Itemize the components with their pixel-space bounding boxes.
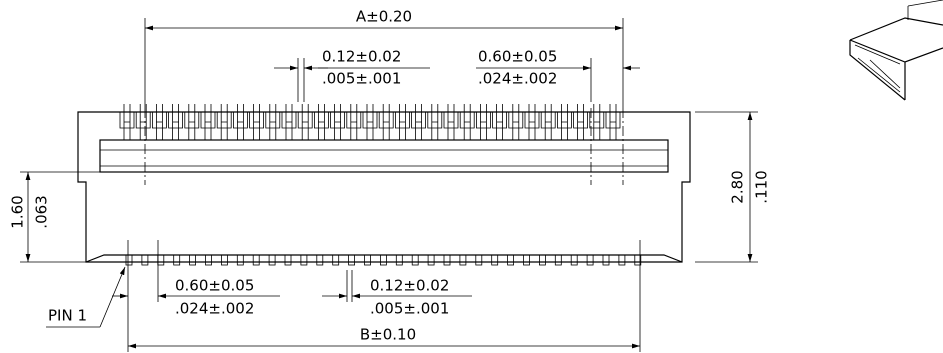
pin bbox=[281, 104, 297, 140]
pin bbox=[524, 104, 540, 140]
pin bbox=[332, 254, 340, 266]
pin bbox=[411, 104, 426, 140]
pin bbox=[173, 254, 181, 266]
pin bbox=[200, 104, 216, 140]
pin bbox=[236, 254, 244, 266]
pin bbox=[589, 104, 605, 140]
pin bbox=[125, 254, 133, 266]
dimension-top-pin-width: 0.12±0.02 .005±.001 bbox=[274, 48, 430, 102]
dim-label: .024±.002 bbox=[478, 70, 557, 88]
pin bbox=[459, 104, 475, 140]
pin bbox=[141, 254, 149, 266]
pin bbox=[508, 104, 524, 140]
pin-label: PIN 1 bbox=[48, 307, 87, 325]
dimension-a: A±0.20 bbox=[144, 8, 624, 185]
pin bbox=[189, 254, 197, 266]
pin bbox=[570, 254, 578, 266]
dimension-bottom-pin-width: 0.12±0.02 .005±.001 bbox=[322, 270, 472, 318]
pin bbox=[135, 104, 151, 140]
dim-label: .063 bbox=[33, 195, 51, 228]
pin bbox=[330, 104, 345, 140]
pin bbox=[557, 104, 572, 140]
pin bbox=[268, 254, 276, 266]
pin bbox=[152, 104, 167, 140]
pin bbox=[364, 254, 371, 266]
dim-label: A±0.20 bbox=[356, 8, 412, 26]
dim-label: B±0.10 bbox=[360, 326, 416, 344]
pin bbox=[395, 104, 410, 140]
pin bbox=[233, 104, 248, 140]
pin bbox=[427, 254, 435, 266]
pin bbox=[252, 254, 260, 266]
dimension-top-pitch: 0.60±0.05 .024±.002 bbox=[476, 48, 640, 185]
pin bbox=[205, 254, 212, 266]
pin bbox=[602, 254, 610, 266]
pin bbox=[220, 254, 228, 266]
pin bbox=[119, 104, 135, 140]
pin bbox=[300, 254, 308, 266]
pin bbox=[573, 104, 588, 140]
pin bbox=[443, 254, 451, 266]
dim-label: 2.80 bbox=[729, 170, 747, 203]
pin bbox=[379, 254, 387, 266]
pin bbox=[314, 104, 329, 140]
dim-label: 0.12±0.02 bbox=[370, 277, 449, 295]
pin bbox=[316, 254, 324, 266]
pin bbox=[216, 104, 232, 140]
pin bbox=[492, 104, 507, 140]
pin bbox=[157, 254, 165, 266]
pin bbox=[284, 254, 292, 266]
dim-label: .110 bbox=[753, 170, 771, 203]
pin bbox=[378, 104, 394, 140]
pin bbox=[476, 104, 491, 140]
pin bbox=[184, 104, 200, 140]
pin bbox=[475, 254, 483, 266]
connector-3d-view bbox=[849, 0, 943, 101]
pin bbox=[554, 254, 562, 266]
dimension-height: 2.80 .110 bbox=[695, 111, 771, 263]
pin bbox=[523, 254, 530, 266]
pin bbox=[605, 104, 621, 140]
pin bbox=[346, 104, 362, 140]
dim-label: 0.60±0.05 bbox=[175, 277, 254, 295]
pins bbox=[119, 104, 642, 266]
dim-label: 1.60 bbox=[9, 195, 27, 228]
pin bbox=[491, 254, 499, 266]
pin bbox=[459, 254, 467, 266]
pin bbox=[348, 254, 356, 266]
dim-label: .024±.002 bbox=[175, 300, 254, 318]
pin bbox=[540, 104, 556, 140]
pin-1-callout: PIN 1 bbox=[46, 266, 126, 328]
pin bbox=[618, 254, 626, 266]
dim-label: .005±.001 bbox=[322, 70, 401, 88]
pin bbox=[507, 254, 515, 266]
connector-body bbox=[77, 111, 691, 263]
pin bbox=[411, 254, 419, 266]
dim-label: 0.12±0.02 bbox=[322, 48, 401, 66]
pin bbox=[395, 254, 403, 266]
pin bbox=[443, 104, 459, 140]
pin bbox=[586, 254, 594, 266]
pin bbox=[168, 104, 183, 140]
pin bbox=[249, 104, 264, 140]
dimension-height-low: 1.60 .063 bbox=[9, 171, 100, 263]
pin bbox=[427, 104, 443, 140]
pin bbox=[634, 254, 642, 266]
dimension-bottom-pitch: 0.60±0.05 .024±.002 bbox=[112, 240, 280, 318]
dim-label: .005±.001 bbox=[370, 300, 449, 318]
dimension-b: B±0.10 bbox=[127, 240, 641, 352]
pin bbox=[265, 104, 281, 140]
pin bbox=[297, 104, 313, 140]
pin bbox=[362, 104, 378, 140]
dim-label: 0.60±0.05 bbox=[478, 48, 557, 66]
pin bbox=[539, 254, 546, 266]
